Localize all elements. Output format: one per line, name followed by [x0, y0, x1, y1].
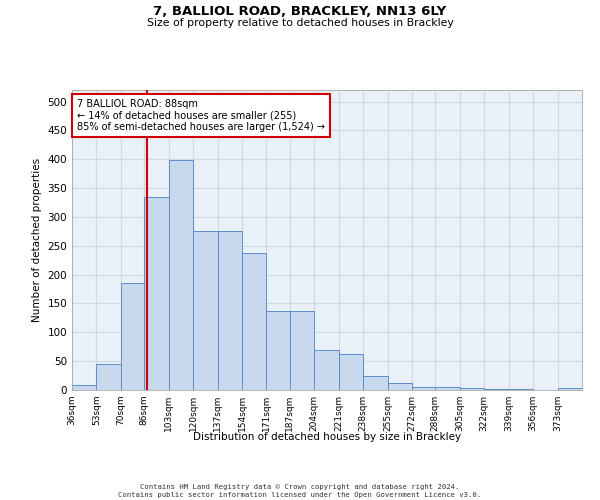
Bar: [363, 376, 388, 390]
Bar: [193, 232, 218, 390]
Bar: [338, 354, 363, 390]
Bar: [557, 388, 582, 390]
Bar: [72, 385, 97, 390]
Bar: [266, 311, 291, 390]
Y-axis label: Number of detached properties: Number of detached properties: [32, 158, 42, 322]
Text: Size of property relative to detached houses in Brackley: Size of property relative to detached ho…: [146, 18, 454, 28]
Text: Contains HM Land Registry data © Crown copyright and database right 2024.
Contai: Contains HM Land Registry data © Crown c…: [118, 484, 482, 498]
Text: 7, BALLIOL ROAD, BRACKLEY, NN13 6LY: 7, BALLIOL ROAD, BRACKLEY, NN13 6LY: [154, 5, 446, 18]
Bar: [169, 160, 193, 390]
Text: 7 BALLIOL ROAD: 88sqm
← 14% of detached houses are smaller (255)
85% of semi-det: 7 BALLIOL ROAD: 88sqm ← 14% of detached …: [77, 99, 325, 132]
Bar: [218, 232, 242, 390]
Bar: [484, 389, 509, 390]
Bar: [460, 388, 484, 390]
Bar: [314, 350, 338, 390]
Bar: [144, 196, 169, 390]
Bar: [97, 364, 121, 390]
Bar: [290, 311, 314, 390]
Bar: [121, 284, 145, 390]
Bar: [412, 386, 436, 390]
Bar: [435, 387, 460, 390]
Text: Distribution of detached houses by size in Brackley: Distribution of detached houses by size …: [193, 432, 461, 442]
Bar: [242, 252, 266, 390]
Bar: [388, 383, 412, 390]
